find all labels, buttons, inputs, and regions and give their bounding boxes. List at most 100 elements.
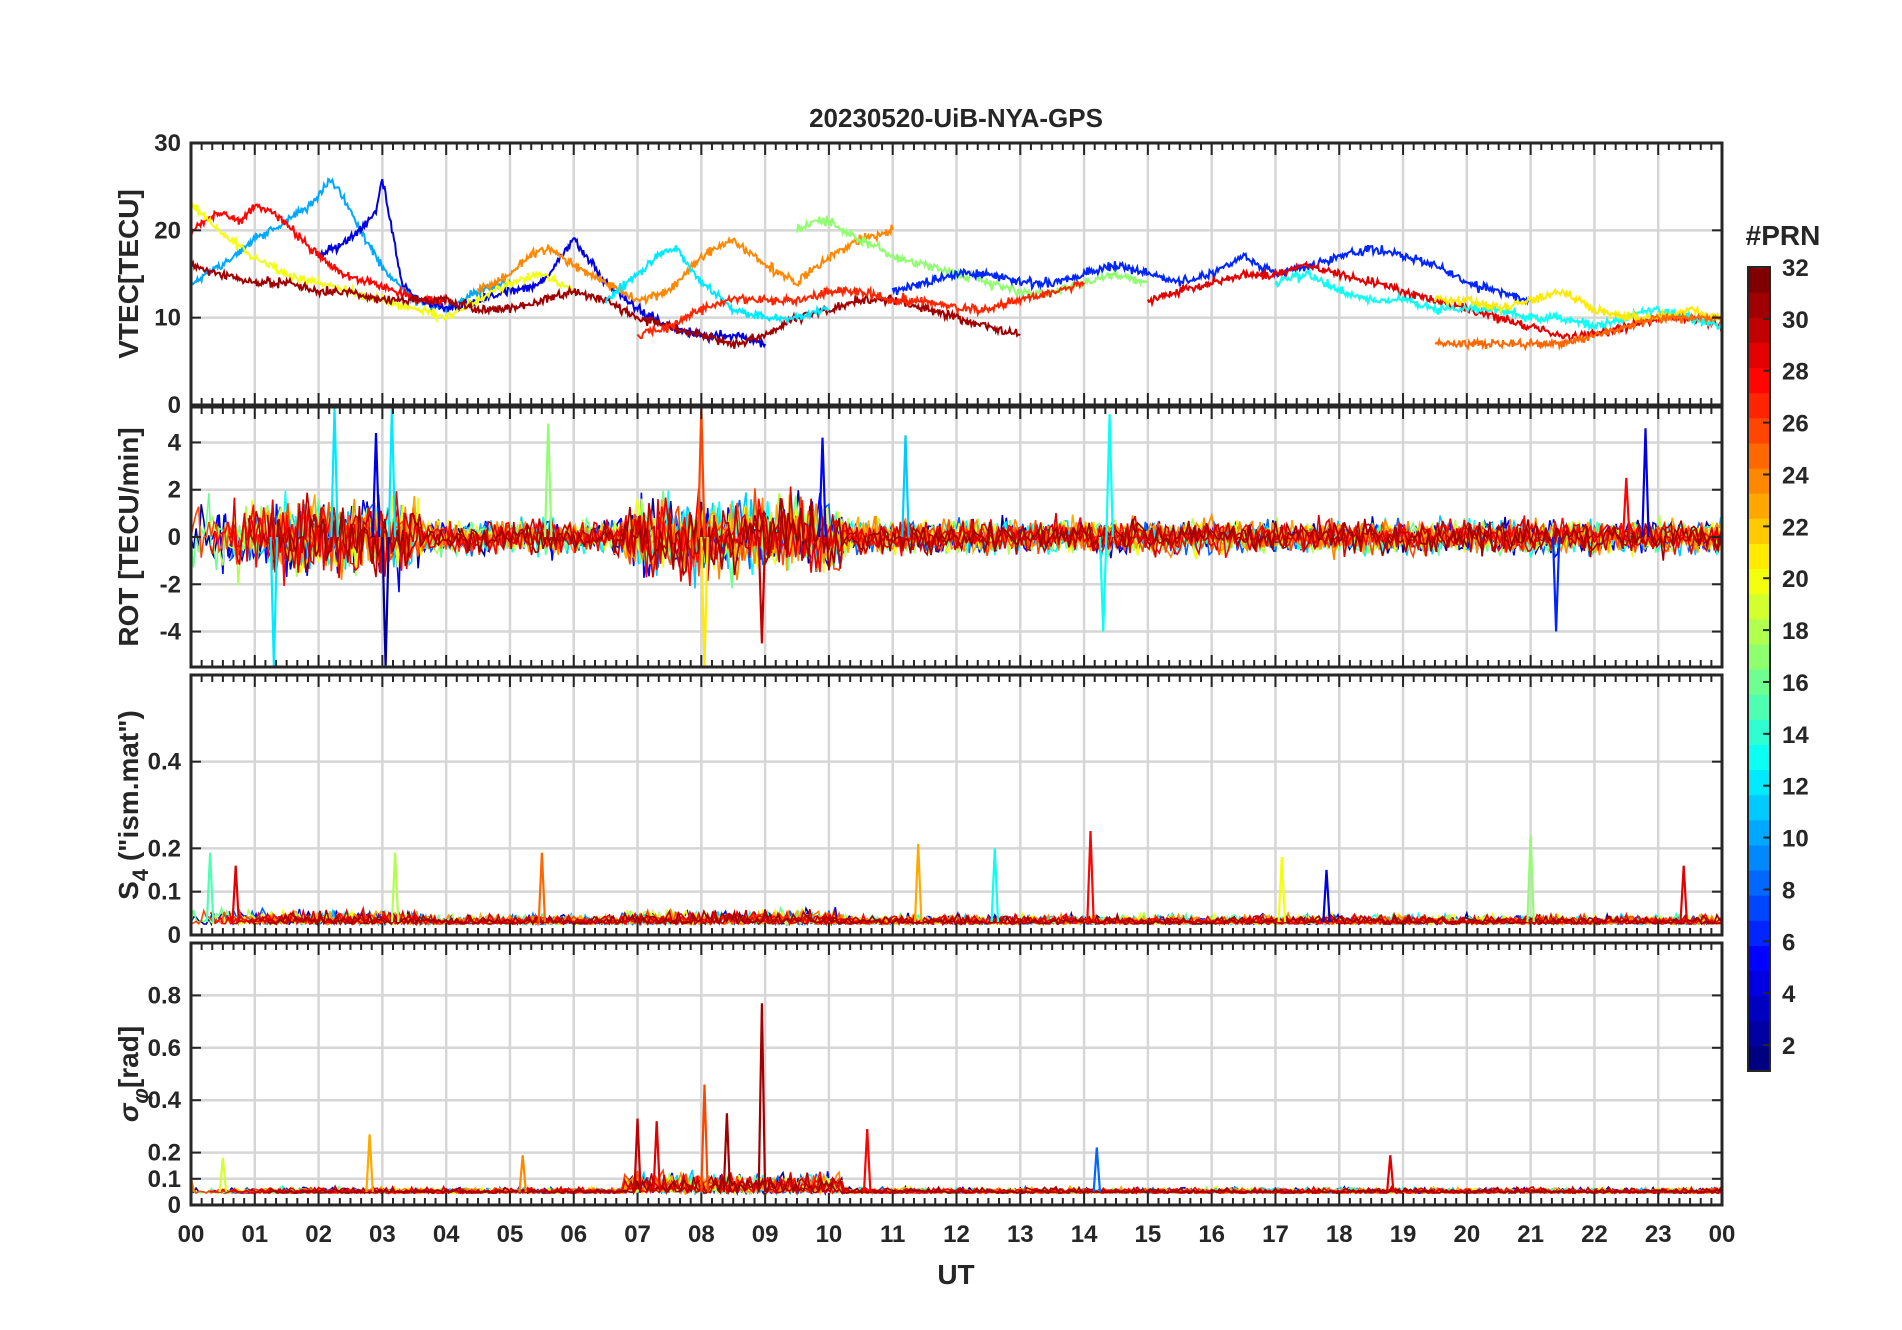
spike-mark	[757, 1003, 767, 1192]
y-tick-label: 0.4	[148, 749, 182, 776]
vtec-series-line	[191, 201, 575, 324]
x-tick-label: 14	[1071, 1221, 1098, 1248]
x-tick-label: 21	[1517, 1221, 1544, 1248]
y-tick-label: 0.6	[148, 1035, 181, 1062]
spike-mark	[697, 407, 706, 538]
chart-title: 20230520-UiB-NYA-GPS	[809, 103, 1103, 133]
colorbar-tick-label: 12	[1782, 774, 1809, 801]
colorbar-swatch	[1748, 694, 1770, 720]
x-tick-label: 20	[1453, 1221, 1480, 1248]
spike-mark	[633, 1118, 642, 1192]
colorbar-tick-label: 6	[1782, 929, 1795, 956]
x-tick-label: 16	[1198, 1221, 1225, 1248]
spike-mark	[390, 852, 400, 923]
spike-mark	[700, 1084, 709, 1192]
spike-mark	[722, 1113, 732, 1192]
spike-mark	[1098, 536, 1108, 632]
colorbar-swatch	[1748, 945, 1770, 972]
prn-series-line	[267, 1172, 1722, 1195]
colorbar-swatch	[1748, 819, 1770, 846]
x-tick-label: 12	[943, 1221, 970, 1248]
spike-mark	[537, 852, 547, 923]
colorbar-swatch	[1748, 870, 1770, 896]
spike-mark	[191, 1178, 196, 1193]
vtec-series-line	[1434, 311, 1722, 352]
colorbar-swatch	[1748, 568, 1770, 595]
x-tick-label: 09	[752, 1221, 779, 1248]
colorbar-tick-label: 16	[1782, 670, 1809, 697]
x-tick-label: 00	[1709, 1221, 1736, 1248]
panel-data	[191, 407, 1722, 667]
x-tick-label: 07	[624, 1221, 651, 1248]
spike-mark	[1277, 856, 1287, 923]
y-tick-label: 0.2	[148, 1140, 181, 1167]
colorbar-swatch	[1748, 342, 1770, 369]
x-tick-label: 13	[1007, 1221, 1034, 1248]
colorbar-tick-label: 26	[1782, 411, 1809, 438]
spike-mark	[757, 536, 767, 644]
y-tick-label: 0	[168, 1192, 181, 1219]
x-tick-label: 11	[880, 1221, 905, 1248]
spike-mark	[1526, 835, 1535, 923]
colorbar-swatch	[1748, 267, 1770, 293]
y-axis-label: VTEC[TECU]	[113, 189, 144, 359]
vtec-series-line	[477, 224, 894, 306]
x-tick-label: 05	[497, 1221, 524, 1248]
colorbar-swatch	[1748, 442, 1770, 469]
colorbar-swatch	[1748, 643, 1770, 670]
prn-series-line	[266, 497, 1722, 577]
panel-2: -4 -2 0 2 4 ROT [TECU/min]	[113, 405, 1724, 669]
y-tick-label: 30	[154, 130, 181, 157]
spike-mark	[913, 843, 923, 923]
x-tick-label: 06	[560, 1221, 587, 1248]
vtec-series-line	[191, 259, 1021, 349]
spike-mark	[269, 536, 279, 667]
colorbar-swatch	[1748, 493, 1770, 519]
spike-mark	[990, 848, 1000, 923]
spike-mark	[218, 1157, 228, 1193]
colorbar-swatch	[1748, 744, 1770, 771]
x-tick-label: 03	[369, 1221, 396, 1248]
y-tick-label: 0	[168, 524, 181, 551]
vtec-series-line	[891, 244, 1532, 306]
y-tick-label: 0	[168, 922, 181, 949]
spike-mark	[1622, 477, 1631, 538]
panel-data	[191, 177, 1722, 352]
colorbar-swatch	[1748, 669, 1770, 695]
colorbar-tick-label: 32	[1782, 255, 1809, 282]
y-label-main: S	[113, 881, 144, 900]
colorbar-swatch	[1748, 895, 1770, 921]
y-tick-label: 2	[168, 477, 181, 504]
y-tick-label: 20	[154, 217, 181, 244]
colorbar-tick-label: 24	[1782, 462, 1809, 489]
y-tick-label: 0.4	[148, 1087, 182, 1114]
x-axis-label: UT	[937, 1259, 974, 1290]
spike-mark	[1551, 536, 1561, 632]
spike-mark	[1086, 830, 1095, 923]
spike-mark	[862, 1128, 872, 1192]
x-tick-label: 19	[1390, 1221, 1417, 1248]
colorbar-swatch	[1748, 995, 1770, 1022]
spike-mark	[1641, 428, 1650, 538]
vtec-series-line	[636, 279, 1085, 340]
colorbar-tick-label: 4	[1782, 981, 1796, 1008]
spike-mark	[901, 435, 910, 538]
vtec-series-line	[796, 215, 1149, 299]
spike-mark	[1092, 1147, 1102, 1192]
panel-4: 00.10.2 0.4 0.6 0.8 σφ[rad] 00 01 02 03 04 05 06 07 0…	[113, 941, 1736, 1248]
colorbar-swatch	[1748, 920, 1770, 946]
colorbar-swatch	[1748, 794, 1770, 821]
spike-mark	[543, 423, 553, 538]
colorbar-swatch	[1748, 468, 1770, 494]
x-tick-label: 01	[241, 1221, 268, 1248]
colorbar-tick-label: 20	[1782, 566, 1809, 593]
colorbar-tick-label: 8	[1782, 877, 1795, 904]
y-tick-label: 0.2	[148, 835, 181, 862]
colorbar-frame	[1747, 266, 1771, 1072]
colorbar-swatch	[1748, 970, 1770, 997]
colorbar-swatch	[1748, 769, 1770, 796]
x-tick-label: 04	[433, 1221, 460, 1248]
